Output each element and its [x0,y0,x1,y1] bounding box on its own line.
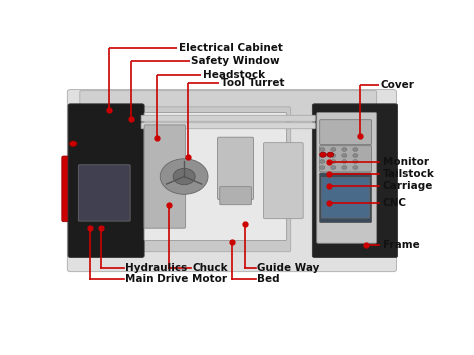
Circle shape [319,165,325,169]
FancyBboxPatch shape [78,165,130,221]
Circle shape [173,168,195,185]
Circle shape [327,152,334,157]
FancyBboxPatch shape [141,123,315,129]
FancyBboxPatch shape [319,173,372,223]
Text: Monitor: Monitor [383,157,428,166]
Circle shape [319,148,325,151]
Circle shape [70,141,77,147]
Text: Main Drive Motor: Main Drive Motor [125,274,227,284]
FancyBboxPatch shape [319,146,372,172]
Circle shape [160,159,208,194]
FancyBboxPatch shape [144,125,186,228]
Text: Carriage: Carriage [383,181,433,191]
Circle shape [319,154,325,157]
Circle shape [331,160,336,163]
FancyBboxPatch shape [319,120,372,144]
Text: Tailstock: Tailstock [383,169,434,179]
Text: Safety Window: Safety Window [191,56,280,66]
FancyBboxPatch shape [141,115,315,121]
Circle shape [353,154,358,157]
Circle shape [319,160,325,163]
FancyBboxPatch shape [220,187,251,205]
Text: Chuck: Chuck [192,263,228,273]
FancyBboxPatch shape [317,113,377,243]
FancyBboxPatch shape [218,137,254,200]
FancyBboxPatch shape [264,143,303,219]
Circle shape [342,160,347,163]
Circle shape [319,152,326,157]
FancyBboxPatch shape [80,91,377,119]
FancyBboxPatch shape [312,104,398,257]
Circle shape [331,148,336,151]
FancyBboxPatch shape [140,107,291,252]
Circle shape [342,154,347,157]
Circle shape [342,148,347,151]
FancyBboxPatch shape [68,104,144,257]
Text: Guide Way: Guide Way [257,263,319,273]
Text: Tool Turret: Tool Turret [221,78,284,88]
FancyBboxPatch shape [67,89,396,272]
Circle shape [353,148,358,151]
Circle shape [353,160,358,163]
FancyBboxPatch shape [62,156,76,222]
Text: Headstock: Headstock [202,70,264,80]
Circle shape [331,154,336,157]
Circle shape [331,165,336,169]
Circle shape [342,165,347,169]
Circle shape [353,165,358,169]
Text: Hydraulics: Hydraulics [125,263,187,273]
Text: CNC: CNC [383,197,407,208]
FancyBboxPatch shape [321,178,370,218]
Text: Cover: Cover [381,80,415,90]
Text: Frame: Frame [383,240,419,250]
Text: Bed: Bed [257,274,280,284]
Text: Electrical Cabinet: Electrical Cabinet [179,43,283,53]
FancyBboxPatch shape [144,113,287,240]
